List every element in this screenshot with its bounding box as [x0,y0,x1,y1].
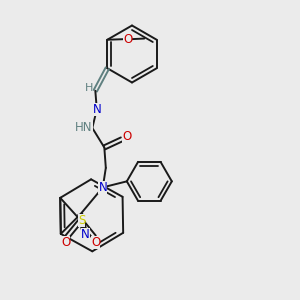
Text: O: O [123,33,132,46]
Text: O: O [61,236,70,249]
Text: N: N [98,181,107,194]
Text: S: S [78,214,85,227]
Text: O: O [122,130,132,143]
Text: HN: HN [75,121,93,134]
Text: N: N [81,228,90,241]
Text: H: H [85,83,93,93]
Text: O: O [91,236,100,249]
Text: N: N [93,103,102,116]
